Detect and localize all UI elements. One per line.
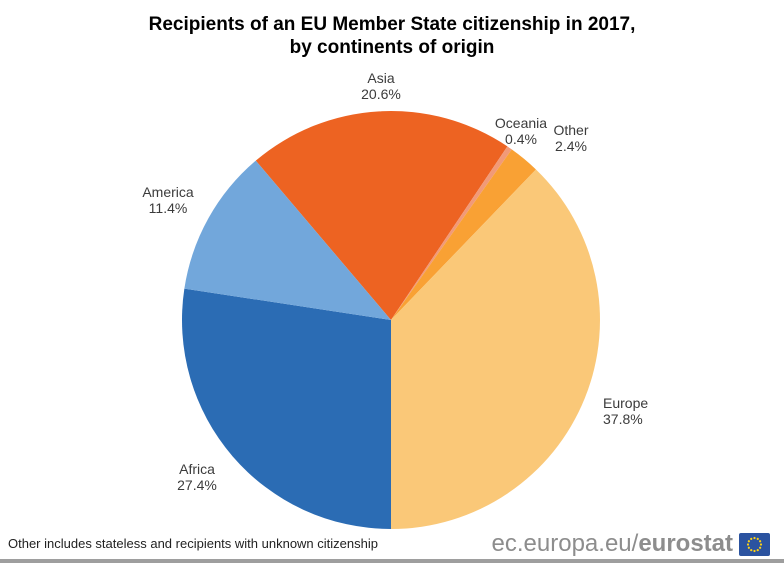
slice-label-name: Asia: [367, 70, 395, 86]
footnote: Other includes stateless and recipients …: [8, 536, 378, 551]
slice-label-oceania: Oceania 0.4%: [495, 115, 547, 147]
slice-label-name: America: [142, 184, 194, 200]
pie-slice-africa: [181, 288, 391, 529]
chart-title: Recipients of an EU Member State citizen…: [0, 13, 784, 59]
slice-label-value: 37.8%: [603, 411, 643, 427]
pie-slice-europe: [391, 169, 600, 529]
slice-label-value: 2.4%: [555, 138, 587, 154]
slice-label-other: Other 2.4%: [553, 122, 588, 154]
slice-label-value: 0.4%: [505, 131, 537, 147]
pie-slice-asia: [255, 111, 508, 320]
chart-title-line2: by continents of origin: [289, 37, 495, 58]
eu-flag-icon: [739, 532, 770, 556]
slice-label-name: Africa: [179, 461, 215, 477]
logo-url-bold: eurostat: [638, 530, 733, 557]
logo-url: ec.europa.eu/eurostat: [492, 530, 733, 558]
slice-label-value: 27.4%: [177, 477, 217, 493]
pie-slice-oceania: [391, 146, 512, 320]
slice-label-value: 11.4%: [148, 200, 188, 216]
slice-label-africa: Africa 27.4%: [177, 461, 217, 493]
slice-label-europe: Europe 37.8%: [603, 395, 648, 427]
slice-label-name: Europe: [603, 395, 649, 411]
slice-label-name: Other: [553, 122, 589, 138]
bottom-rule: [0, 559, 784, 563]
logo-url-regular: ec.europa.eu/: [491, 530, 639, 557]
slice-label-value: 20.6%: [361, 86, 401, 102]
eu-flag-stars: [746, 536, 763, 552]
eu-flag-field: [739, 532, 770, 556]
slice-label-name: Oceania: [494, 115, 548, 131]
pie-slice-other: [391, 149, 536, 320]
chart-title-line1: Recipients of an EU Member State citizen…: [148, 14, 636, 35]
pie-slice-america: [184, 160, 391, 320]
slice-label-america: America 11.4%: [142, 184, 193, 216]
slice-label-asia: Asia 20.6%: [361, 70, 401, 102]
eurostat-logo: ec.europa.eu/eurostat: [492, 530, 770, 558]
